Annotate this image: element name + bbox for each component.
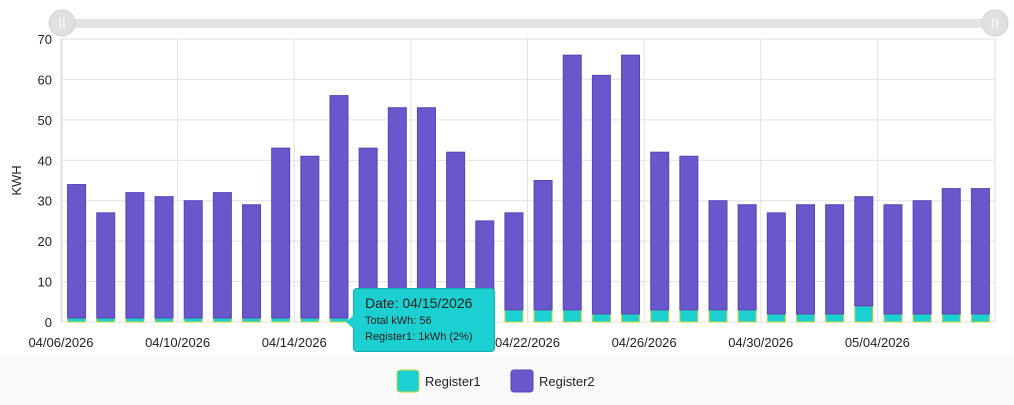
y-tick-label: 20: [38, 234, 52, 249]
bar-register2-04-07-2026[interactable]: [96, 212, 116, 319]
bar-register1-05-05-2026[interactable]: [912, 313, 932, 323]
x-tick-label: 04/26/2026: [612, 335, 677, 350]
x-tick-label: 04/06/2026: [28, 335, 93, 350]
legend-item-register1[interactable]: Register1: [396, 369, 481, 393]
legend-swatch[interactable]: [396, 369, 420, 393]
bar-register1-04-23-2026[interactable]: [562, 309, 582, 323]
bar-register2-04-24-2026[interactable]: [591, 74, 611, 315]
tooltip-pointer: [346, 315, 354, 329]
bar-register1-05-02-2026[interactable]: [825, 313, 845, 323]
bar-register2-04-22-2026[interactable]: [533, 180, 553, 311]
range-slider-left-handle-knob[interactable]: [48, 9, 76, 37]
bar-register1-04-26-2026[interactable]: [650, 309, 670, 323]
bar-register2-04-11-2026[interactable]: [212, 192, 232, 319]
y-tick-label: 50: [38, 113, 52, 128]
bar-register1-04-22-2026[interactable]: [533, 309, 553, 323]
bar-register1-04-21-2026[interactable]: [504, 309, 524, 323]
bar-register2-05-01-2026[interactable]: [795, 204, 815, 315]
bar-register1-04-13-2026[interactable]: [271, 317, 291, 323]
bar-register1-04-06-2026[interactable]: [67, 317, 87, 323]
bar-register2-04-12-2026[interactable]: [242, 204, 262, 319]
bar-register1-04-14-2026[interactable]: [300, 317, 320, 323]
bar-register2-04-28-2026[interactable]: [708, 200, 728, 311]
tooltip-date: Date: 04/15/2026: [365, 295, 473, 311]
bar-register1-05-06-2026[interactable]: [941, 313, 961, 323]
y-tick-label: 0: [45, 315, 52, 330]
bar-register2-04-13-2026[interactable]: [271, 147, 291, 319]
bar-register2-04-27-2026[interactable]: [679, 155, 699, 311]
bar-register2-04-19-2026[interactable]: [446, 151, 466, 311]
bar-register1-04-24-2026[interactable]: [591, 313, 611, 323]
legend-background: [0, 355, 1014, 405]
legend-item-register2[interactable]: Register2: [510, 369, 595, 393]
bar-register2-05-02-2026[interactable]: [825, 204, 845, 315]
y-axis-title: KWH: [9, 165, 24, 195]
bar-register1-05-03-2026[interactable]: [854, 305, 874, 323]
bar-register1-04-29-2026[interactable]: [737, 309, 757, 323]
legend-label[interactable]: Register1: [425, 374, 481, 389]
bar-register2-05-07-2026[interactable]: [970, 188, 990, 315]
tooltip-total: Total kWh: 56: [365, 315, 432, 327]
bar-register2-05-03-2026[interactable]: [854, 196, 874, 307]
range-slider-right-handle-knob[interactable]: [981, 9, 1009, 37]
bar-register1-04-09-2026[interactable]: [154, 317, 174, 323]
bar-register2-04-21-2026[interactable]: [504, 212, 524, 311]
bar-register2-04-29-2026[interactable]: [737, 204, 757, 311]
bar-register2-05-04-2026[interactable]: [883, 204, 903, 315]
bar-register2-04-18-2026[interactable]: [416, 107, 436, 315]
bar-register2-04-25-2026[interactable]: [621, 54, 641, 315]
bar-register1-04-07-2026[interactable]: [96, 317, 116, 323]
bar-register1-05-04-2026[interactable]: [883, 313, 903, 323]
range-slider-right-handle[interactable]: [981, 9, 1009, 37]
bar-register2-04-23-2026[interactable]: [562, 54, 582, 311]
bar-register2-04-17-2026[interactable]: [387, 107, 407, 315]
y-tick-label: 40: [38, 153, 52, 168]
bar-register1-04-12-2026[interactable]: [242, 317, 262, 323]
tooltip-register: Register1: 1kWh (2%): [365, 331, 473, 343]
bar-register1-04-08-2026[interactable]: [125, 317, 145, 323]
legend-label[interactable]: Register2: [539, 374, 595, 389]
bar-register1-04-28-2026[interactable]: [708, 309, 728, 323]
bar-register2-05-05-2026[interactable]: [912, 200, 932, 315]
legend-swatch[interactable]: [510, 369, 534, 393]
bar-register2-04-08-2026[interactable]: [125, 192, 145, 319]
bar-register1-04-25-2026[interactable]: [621, 313, 641, 323]
x-tick-label: 04/30/2026: [728, 335, 793, 350]
bar-register2-04-15-2026[interactable]: [329, 95, 349, 319]
bar-register2-04-09-2026[interactable]: [154, 196, 174, 319]
x-tick-label: 04/22/2026: [495, 335, 560, 350]
bar-register2-04-06-2026[interactable]: [67, 184, 87, 319]
range-slider-track[interactable]: [62, 19, 996, 28]
bar-register1-04-11-2026[interactable]: [212, 317, 232, 323]
y-tick-label: 60: [38, 72, 52, 87]
bar-register2-05-06-2026[interactable]: [941, 188, 961, 315]
x-tick-label: 05/04/2026: [845, 335, 910, 350]
x-tick-label: 04/14/2026: [262, 335, 327, 350]
y-tick-label: 70: [38, 32, 52, 47]
bar-register1-05-01-2026[interactable]: [795, 313, 815, 323]
x-tick-label: 04/10/2026: [145, 335, 210, 350]
bar-register1-04-27-2026[interactable]: [679, 309, 699, 323]
bar-register2-04-14-2026[interactable]: [300, 155, 320, 319]
range-slider-left-handle[interactable]: [48, 9, 76, 37]
bar-register2-04-26-2026[interactable]: [650, 151, 670, 311]
bar-register1-05-07-2026[interactable]: [970, 313, 990, 323]
bar-register2-04-30-2026[interactable]: [766, 212, 786, 315]
bar-register1-04-30-2026[interactable]: [766, 313, 786, 323]
bar-register1-04-10-2026[interactable]: [183, 317, 203, 323]
data-tooltip: Date: 04/15/2026 Total kWh: 56 Register1…: [346, 288, 495, 352]
y-tick-label: 10: [38, 275, 52, 290]
bar-register2-04-10-2026[interactable]: [183, 200, 203, 319]
y-tick-label: 30: [38, 194, 52, 209]
